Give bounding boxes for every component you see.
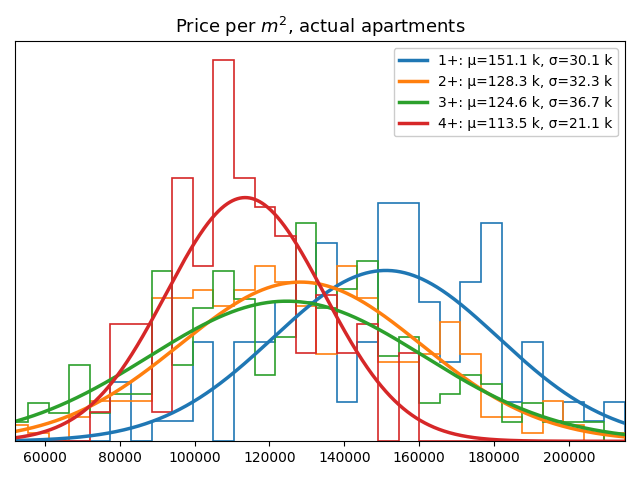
- Line: 3+: μ=124.6 k, σ=36.7 k: 3+: μ=124.6 k, σ=36.7 k: [8, 301, 625, 434]
- 4+: μ=113.5 k, σ=21.1 k: (6.68e+04, 1.64e-06): μ=113.5 k, σ=21.1 k: (6.68e+04, 1.64e-06…: [67, 417, 74, 423]
- 2+: μ=128.3 k, σ=32.3 k: (6.68e+04, 2.02e-06): μ=128.3 k, σ=32.3 k: (6.68e+04, 2.02e-06…: [67, 412, 74, 418]
- 1+: μ=151.1 k, σ=30.1 k: (1.17e+05, 6.9e-06): μ=151.1 k, σ=30.1 k: (1.17e+05, 6.9e-06): [253, 349, 261, 355]
- 2+: μ=128.3 k, σ=32.3 k: (1.28e+05, 1.24e-05): μ=128.3 k, σ=32.3 k: (1.28e+05, 1.24e-05…: [297, 279, 305, 285]
- 4+: μ=113.5 k, σ=21.1 k: (1.13e+05, 1.89e-05): μ=113.5 k, σ=21.1 k: (1.13e+05, 1.89e-05…: [241, 195, 249, 201]
- 2+: μ=128.3 k, σ=32.3 k: (1.63e+05, 6.83e-06): μ=128.3 k, σ=32.3 k: (1.63e+05, 6.83e-06…: [428, 350, 436, 356]
- 4+: μ=113.5 k, σ=21.1 k: (5e+04, 2.04e-07): μ=113.5 k, σ=21.1 k: (5e+04, 2.04e-07): [4, 436, 12, 442]
- 1+: μ=151.1 k, σ=30.1 k: (1.51e+05, 1.33e-05): μ=151.1 k, σ=30.1 k: (1.51e+05, 1.33e-05…: [382, 267, 390, 273]
- Legend: 1+: μ=151.1 k, σ=30.1 k, 2+: μ=128.3 k, σ=32.3 k, 3+: μ=124.6 k, σ=36.7 k, 4+: μ: 1+: μ=151.1 k, σ=30.1 k, 2+: μ=128.3 k, …: [394, 48, 618, 136]
- 2+: μ=128.3 k, σ=32.3 k: (1.23e+05, 1.22e-05): μ=128.3 k, σ=32.3 k: (1.23e+05, 1.22e-05…: [276, 282, 284, 288]
- 4+: μ=113.5 k, σ=21.1 k: (1.82e+05, 1e-07): μ=113.5 k, σ=21.1 k: (1.82e+05, 1e-07): [497, 437, 504, 443]
- 4+: μ=113.5 k, σ=21.1 k: (2.15e+05, 1.79e-10): μ=113.5 k, σ=21.1 k: (2.15e+05, 1.79e-10…: [621, 438, 629, 444]
- 3+: μ=124.6 k, σ=36.7 k: (6.68e+04, 3.15e-06): μ=124.6 k, σ=36.7 k: (6.68e+04, 3.15e-06…: [67, 398, 74, 404]
- 1+: μ=151.1 k, σ=30.1 k: (1.82e+05, 7.88e-06): μ=151.1 k, σ=30.1 k: (1.82e+05, 7.88e-06…: [497, 337, 504, 343]
- 4+: μ=113.5 k, σ=21.1 k: (1.17e+05, 1.87e-05): μ=113.5 k, σ=21.1 k: (1.17e+05, 1.87e-05…: [254, 198, 262, 204]
- Line: 2+: μ=128.3 k, σ=32.3 k: 2+: μ=128.3 k, σ=32.3 k: [8, 282, 625, 437]
- 3+: μ=124.6 k, σ=36.7 k: (1.79e+05, 3.65e-06): μ=124.6 k, σ=36.7 k: (1.79e+05, 3.65e-06…: [486, 391, 493, 397]
- 2+: μ=128.3 k, σ=32.3 k: (5e+04, 6.54e-07): μ=128.3 k, σ=32.3 k: (5e+04, 6.54e-07): [4, 430, 12, 436]
- 2+: μ=128.3 k, σ=32.3 k: (1.82e+05, 3.13e-06): μ=128.3 k, σ=32.3 k: (1.82e+05, 3.13e-06…: [497, 398, 504, 404]
- 3+: μ=124.6 k, σ=36.7 k: (1.82e+05, 3.23e-06): μ=124.6 k, σ=36.7 k: (1.82e+05, 3.23e-06…: [497, 397, 504, 403]
- 3+: μ=124.6 k, σ=36.7 k: (1.17e+05, 1.06e-05): μ=124.6 k, σ=36.7 k: (1.17e+05, 1.06e-05…: [253, 301, 261, 307]
- Title: Price per $m^2$, actual apartments: Price per $m^2$, actual apartments: [175, 15, 465, 39]
- 1+: μ=151.1 k, σ=30.1 k: (1.79e+05, 8.67e-06): μ=151.1 k, σ=30.1 k: (1.79e+05, 8.67e-06…: [486, 327, 493, 333]
- 2+: μ=128.3 k, σ=32.3 k: (2.15e+05, 3.37e-07): μ=128.3 k, σ=32.3 k: (2.15e+05, 3.37e-07…: [621, 434, 629, 440]
- 3+: μ=124.6 k, σ=36.7 k: (1.23e+05, 1.09e-05): μ=124.6 k, σ=36.7 k: (1.23e+05, 1.09e-05…: [276, 299, 284, 304]
- 4+: μ=113.5 k, σ=21.1 k: (1.23e+05, 1.71e-05): μ=113.5 k, σ=21.1 k: (1.23e+05, 1.71e-05…: [276, 217, 284, 223]
- 2+: μ=128.3 k, σ=32.3 k: (1.17e+05, 1.16e-05): μ=128.3 k, σ=32.3 k: (1.17e+05, 1.16e-05…: [253, 289, 261, 295]
- 4+: μ=113.5 k, σ=21.1 k: (1.63e+05, 1.15e-06): μ=113.5 k, σ=21.1 k: (1.63e+05, 1.15e-06…: [428, 424, 436, 430]
- 1+: μ=151.1 k, σ=30.1 k: (1.23e+05, 8.49e-06): μ=151.1 k, σ=30.1 k: (1.23e+05, 8.49e-06…: [276, 329, 284, 335]
- Line: 1+: μ=151.1 k, σ=30.1 k: 1+: μ=151.1 k, σ=30.1 k: [8, 270, 625, 441]
- 3+: μ=124.6 k, σ=36.7 k: (2.15e+05, 5.23e-07): μ=124.6 k, σ=36.7 k: (2.15e+05, 5.23e-07…: [621, 432, 629, 437]
- Line: 4+: μ=113.5 k, σ=21.1 k: 4+: μ=113.5 k, σ=21.1 k: [8, 198, 625, 441]
- 1+: μ=151.1 k, σ=30.1 k: (1.63e+05, 1.22e-05): μ=151.1 k, σ=30.1 k: (1.63e+05, 1.22e-05…: [428, 281, 436, 287]
- 3+: μ=124.6 k, σ=36.7 k: (1.25e+05, 1.09e-05): μ=124.6 k, σ=36.7 k: (1.25e+05, 1.09e-05…: [283, 298, 291, 304]
- 1+: μ=151.1 k, σ=30.1 k: (2.15e+05, 1.39e-06): μ=151.1 k, σ=30.1 k: (2.15e+05, 1.39e-06…: [621, 420, 629, 426]
- 2+: μ=128.3 k, σ=32.3 k: (1.79e+05, 3.63e-06): μ=128.3 k, σ=32.3 k: (1.79e+05, 3.63e-06…: [486, 392, 493, 397]
- 3+: μ=124.6 k, σ=36.7 k: (5e+04, 1.38e-06): μ=124.6 k, σ=36.7 k: (5e+04, 1.38e-06): [4, 420, 12, 426]
- 3+: μ=124.6 k, σ=36.7 k: (1.63e+05, 6.2e-06): μ=124.6 k, σ=36.7 k: (1.63e+05, 6.2e-06): [428, 359, 436, 364]
- 1+: μ=151.1 k, σ=30.1 k: (5e+04, 4.71e-08): μ=151.1 k, σ=30.1 k: (5e+04, 4.71e-08): [4, 438, 12, 444]
- 1+: μ=151.1 k, σ=30.1 k: (6.68e+04, 2.64e-07): μ=151.1 k, σ=30.1 k: (6.68e+04, 2.64e-07…: [67, 435, 74, 441]
- 4+: μ=113.5 k, σ=21.1 k: (1.79e+05, 1.57e-07): μ=113.5 k, σ=21.1 k: (1.79e+05, 1.57e-07…: [486, 436, 493, 442]
